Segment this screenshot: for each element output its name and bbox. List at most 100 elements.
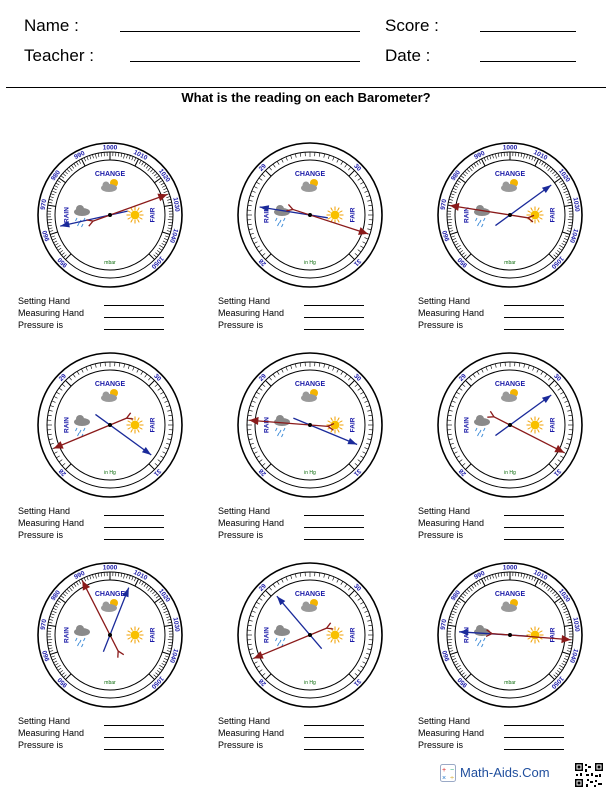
answer-blank[interactable]	[304, 749, 364, 750]
answer-row: Setting Hand	[18, 716, 198, 728]
answer-row: Measuring Hand	[218, 518, 398, 530]
date-line[interactable]	[480, 61, 576, 62]
answer-blank[interactable]	[304, 725, 364, 726]
rain-cloud-icon	[274, 415, 290, 438]
rain-label: RAIN	[64, 417, 71, 433]
sun-icon	[126, 626, 144, 644]
score-line[interactable]	[480, 31, 576, 32]
dial-pivot	[108, 423, 112, 427]
answer-blank[interactable]	[504, 539, 564, 540]
qr-code-icon	[574, 762, 604, 788]
answer-blank[interactable]	[104, 329, 164, 330]
answer-label: Pressure is	[218, 740, 264, 750]
date-label: Date :	[385, 46, 431, 65]
answer-label: Measuring Hand	[418, 308, 485, 318]
measuring-hand	[249, 416, 335, 431]
scale-label: 960	[41, 649, 51, 662]
answer-row: Measuring Hand	[18, 728, 198, 740]
answer-blank[interactable]	[304, 515, 364, 516]
unit-label: in Hg	[304, 680, 316, 686]
barometer-problem: 28 29 30 31 in Hg CHANGE RAIN FAIR Setting Hand M…	[210, 140, 410, 350]
answer-label: Pressure is	[218, 530, 264, 540]
scale-label: 29	[258, 162, 268, 172]
answer-blank[interactable]	[304, 305, 364, 306]
measuring-hand	[487, 410, 565, 454]
dial-pivot	[308, 423, 312, 427]
answer-row: Setting Hand	[218, 296, 398, 308]
rain-label: RAIN	[264, 207, 271, 223]
answer-blank[interactable]	[504, 737, 564, 738]
name-line[interactable]	[120, 31, 360, 32]
barometer-problem: 950 960 970 980 990 1000 1010 1020 1030 1040 1050 m…	[10, 140, 210, 350]
answer-blank[interactable]	[104, 737, 164, 738]
answer-blank[interactable]	[304, 329, 364, 330]
partly-cloudy-icon	[501, 599, 518, 612]
scale-label: 960	[41, 229, 51, 242]
answer-label: Setting Hand	[218, 506, 271, 516]
fair-label: FAIR	[350, 207, 357, 222]
answer-blank[interactable]	[104, 305, 164, 306]
answer-row: Measuring Hand	[218, 728, 398, 740]
barometer-dial: 28 29 30 31 in Hg CHANGE RAIN FAIR	[237, 142, 383, 288]
answer-blank[interactable]	[104, 749, 164, 750]
setting-hand	[60, 210, 128, 228]
scale-label: 31	[152, 467, 162, 477]
unit-label: in Hg	[304, 260, 316, 266]
answer-blank[interactable]	[304, 737, 364, 738]
change-label: CHANGE	[95, 381, 126, 388]
answer-label: Pressure is	[418, 530, 464, 540]
answer-blank[interactable]	[504, 725, 564, 726]
scale-label: 1030	[171, 197, 180, 213]
brand-name[interactable]: Math-Aids.Com	[460, 765, 550, 780]
scale-label: 970	[440, 618, 449, 630]
scale-label: 960	[441, 649, 451, 662]
scale-label: 1040	[568, 648, 579, 664]
answer-blank[interactable]	[504, 317, 564, 318]
answer-blank[interactable]	[304, 539, 364, 540]
dial-pivot	[308, 213, 312, 217]
answer-blank[interactable]	[504, 515, 564, 516]
answer-blank[interactable]	[104, 317, 164, 318]
scale-label: 30	[152, 373, 162, 383]
fair-label: FAIR	[150, 627, 157, 642]
scale-label: 31	[352, 257, 362, 267]
scale-label: 30	[352, 583, 362, 593]
rain-label: RAIN	[464, 417, 471, 433]
change-label: CHANGE	[295, 591, 326, 598]
answer-blank[interactable]	[504, 329, 564, 330]
sun-icon	[526, 416, 544, 434]
answer-label: Pressure is	[418, 740, 464, 750]
answer-block: Setting Hand Measuring Hand Pressure is	[18, 506, 198, 542]
scale-label: 1040	[168, 648, 179, 664]
answer-blank[interactable]	[104, 527, 164, 528]
scale-label: 28	[257, 467, 267, 477]
dial-pivot	[308, 633, 312, 637]
answer-blank[interactable]	[104, 725, 164, 726]
scale-ticks	[47, 362, 173, 470]
scale-label: 990	[73, 570, 86, 581]
answer-row: Pressure is	[218, 740, 398, 752]
change-label: CHANGE	[495, 591, 526, 598]
teacher-line[interactable]	[130, 61, 360, 62]
answer-blank[interactable]	[504, 527, 564, 528]
barometer-problem: 950 960 970 980 990 1000 1010 1020 1030 1040 1050 m…	[10, 560, 210, 770]
scale-label: 970	[440, 198, 449, 210]
answer-row: Setting Hand	[418, 296, 598, 308]
answer-blank[interactable]	[304, 317, 364, 318]
answer-blank[interactable]	[104, 515, 164, 516]
unit-label: mbar	[504, 260, 516, 266]
setting-hand	[495, 184, 552, 227]
svg-text:+: +	[442, 767, 446, 774]
scale-label: 28	[57, 467, 67, 477]
scale-ticks	[447, 152, 573, 260]
answer-blank[interactable]	[104, 539, 164, 540]
answer-blank[interactable]	[504, 749, 564, 750]
answer-row: Measuring Hand	[18, 308, 198, 320]
measuring-hand	[81, 580, 125, 658]
change-label: CHANGE	[495, 171, 526, 178]
unit-label: mbar	[504, 680, 516, 686]
answer-blank[interactable]	[504, 305, 564, 306]
rain-cloud-icon	[74, 415, 90, 438]
answer-block: Setting Hand Measuring Hand Pressure is	[18, 296, 198, 332]
answer-blank[interactable]	[304, 527, 364, 528]
